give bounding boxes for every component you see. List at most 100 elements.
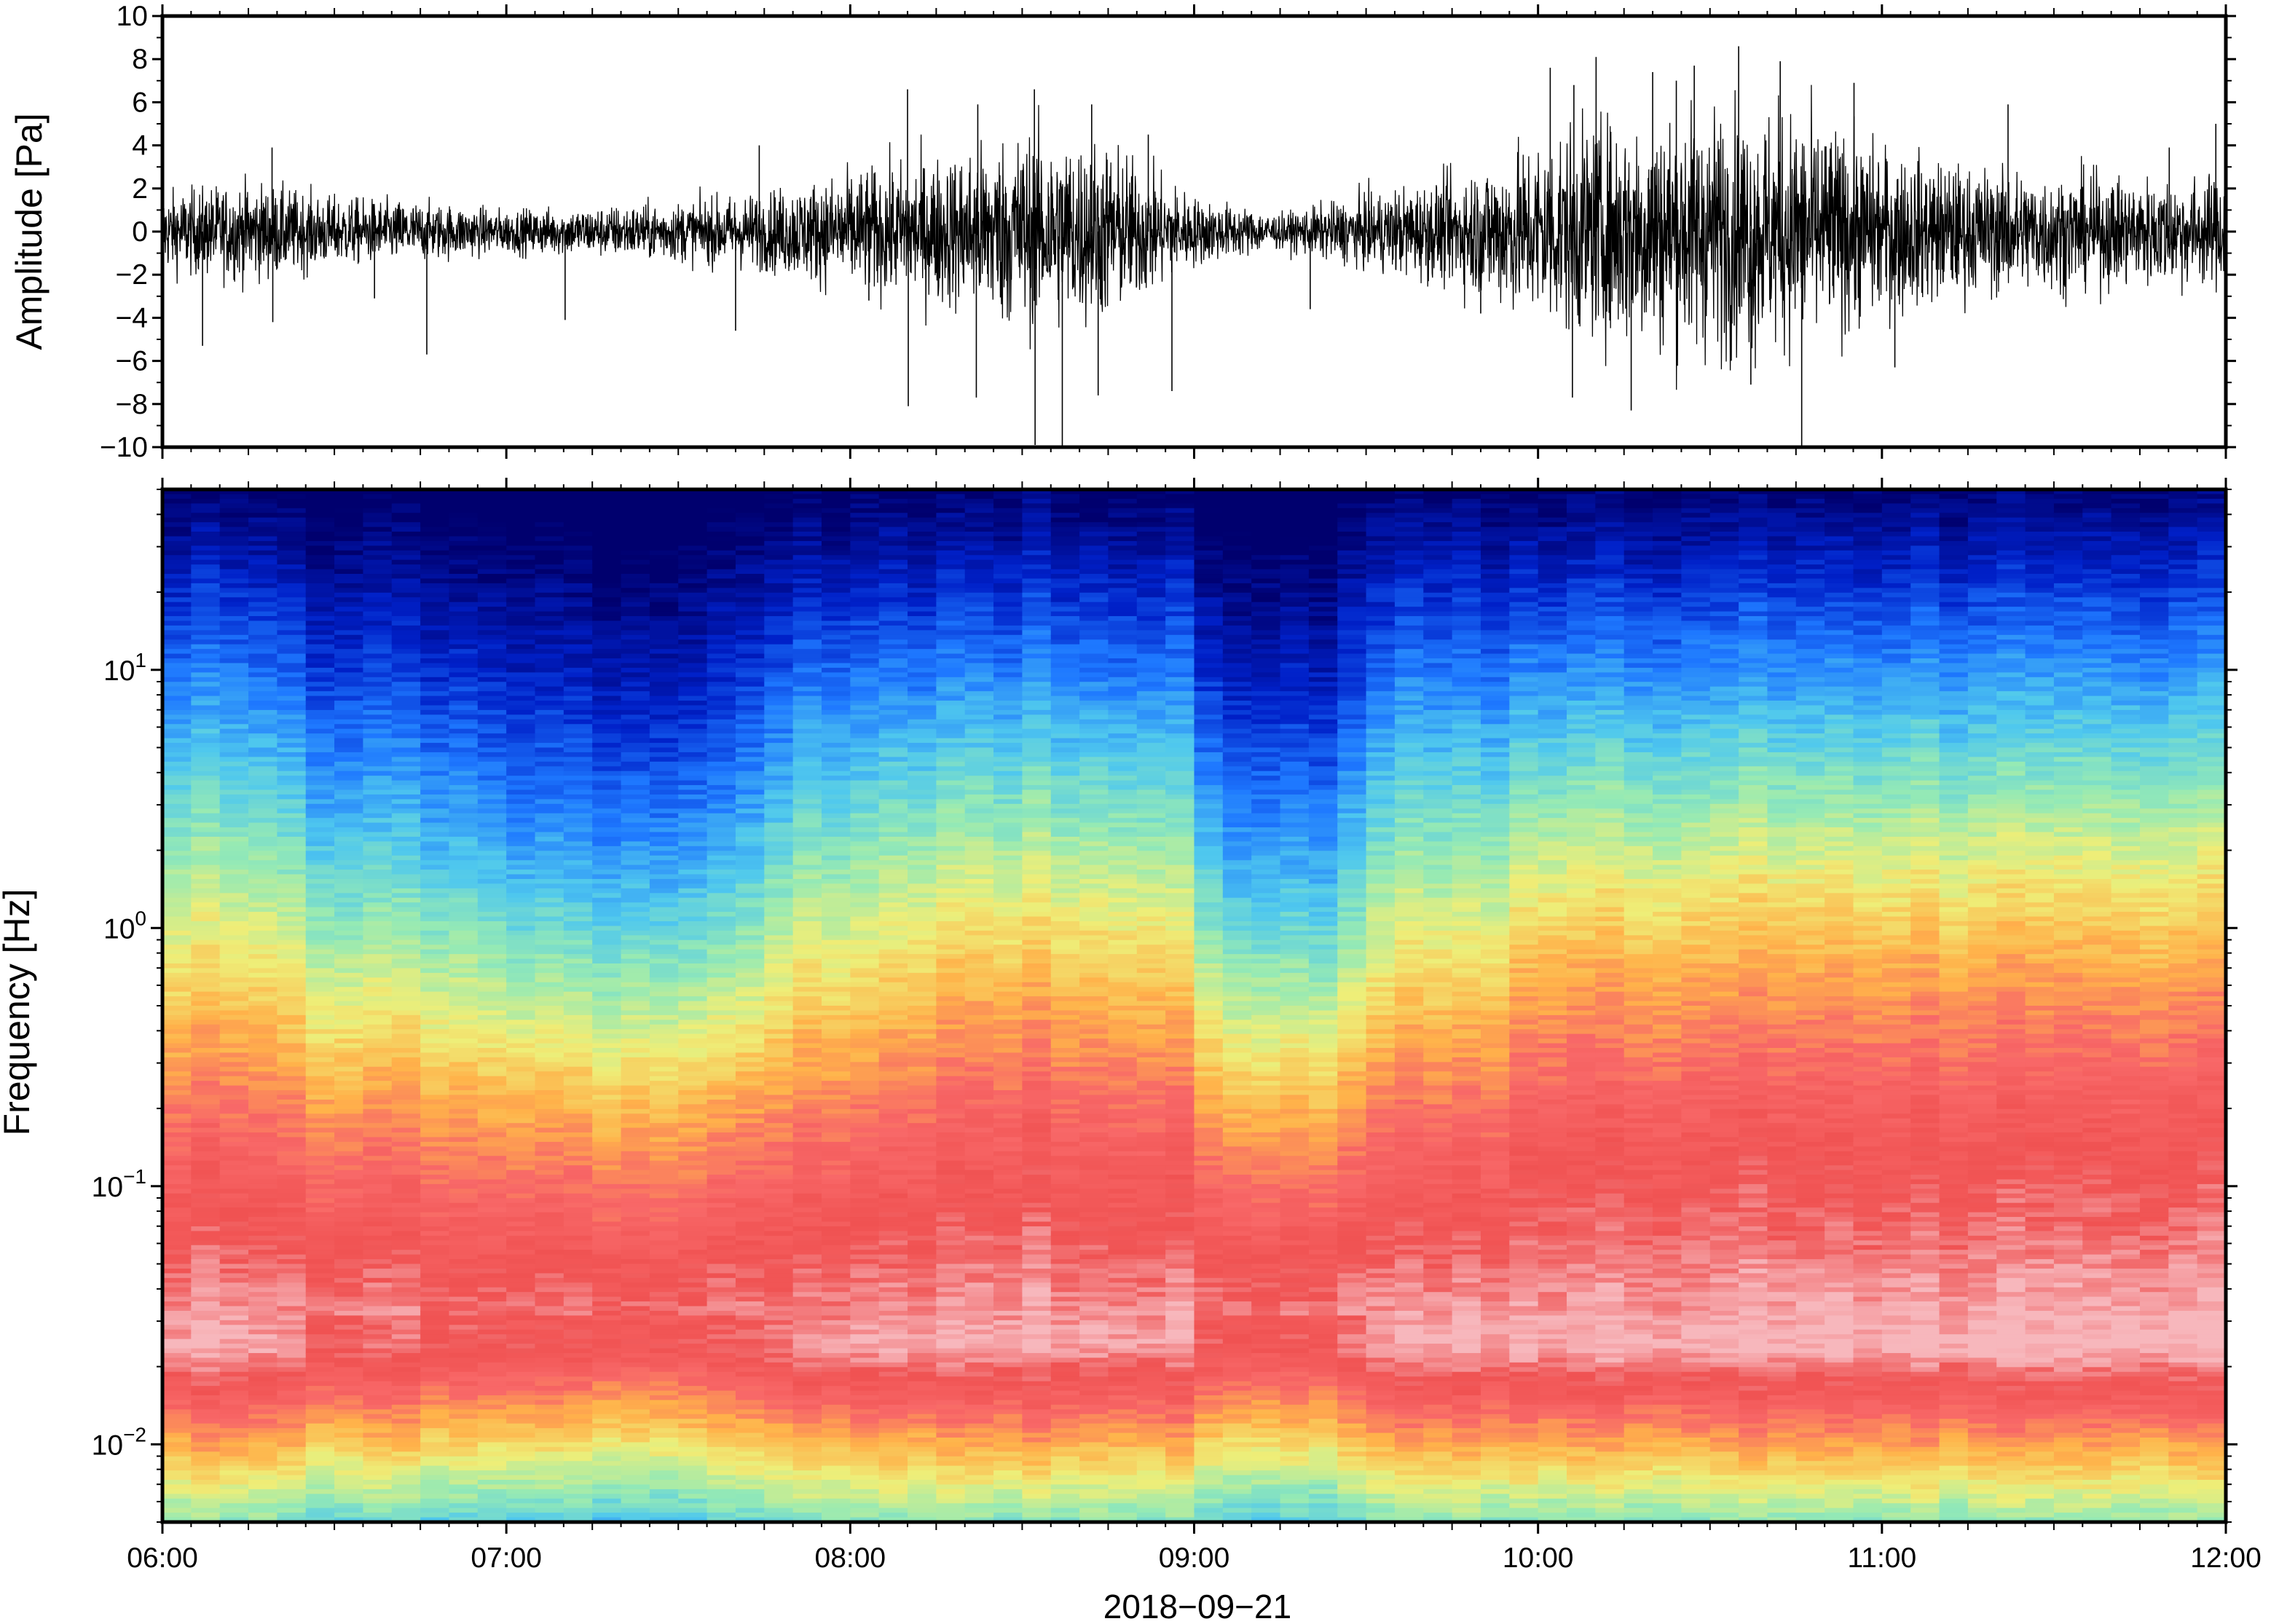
spectrogram-cell [191, 1465, 221, 1471]
waveform-y-tick-label: −4 [116, 302, 148, 334]
spectrogram-cell [678, 1137, 708, 1143]
spectrogram-cell [735, 1014, 765, 1021]
spectrogram-cell [735, 649, 765, 655]
spectrogram-cell [764, 1057, 794, 1063]
spectrogram-cell [535, 1033, 564, 1039]
spectrogram-cell [506, 639, 536, 645]
spectrogram-cell [277, 1301, 307, 1307]
spectrogram-cell [678, 1329, 708, 1335]
spectrogram-cell [735, 1273, 765, 1279]
spectrogram-cell [334, 1465, 364, 1471]
spectrogram-cell [535, 1095, 564, 1100]
spectrogram-cell [191, 1503, 221, 1509]
spectrogram-cell [678, 1259, 708, 1265]
spectrogram-cell [391, 1198, 421, 1204]
spectrogram-cell [449, 498, 479, 505]
spectrogram-cell [535, 1108, 564, 1115]
spectrogram-cell [592, 1325, 622, 1331]
spectrogram-cell [449, 939, 479, 946]
spectrogram-cell [735, 897, 765, 903]
spectrogram-cell [649, 1268, 680, 1274]
spectrogram-cell [678, 1306, 708, 1312]
spectrogram-cell [592, 841, 622, 847]
spectrogram-cell [678, 724, 708, 730]
spectrogram-cell [219, 677, 249, 683]
spectrogram-cell [735, 630, 765, 636]
spectrogram-cell [535, 1395, 564, 1401]
spectrogram-cell [248, 1212, 278, 1218]
spectrogram-cell [707, 588, 736, 594]
spectrogram-cell [621, 569, 650, 575]
spectrogram-cell [191, 489, 221, 495]
spectrogram-cell [162, 1292, 192, 1298]
spectrogram-cell [477, 1141, 507, 1148]
spectrogram-cell [707, 968, 736, 974]
spectrogram-cell [535, 1367, 564, 1373]
spectrogram-cell [535, 1245, 564, 1250]
spectrogram-cell [735, 1498, 765, 1505]
spectrogram-cell [506, 1348, 536, 1354]
spectrogram-cell [449, 1207, 479, 1213]
spectrogram-cell [191, 1390, 221, 1396]
spectrogram-cell [678, 836, 708, 843]
spectrogram-cell [248, 607, 278, 612]
spectrogram-cell [764, 1020, 794, 1025]
spectrogram-cell [707, 1235, 736, 1242]
spectrogram-cell [219, 1517, 249, 1523]
spectrogram-cell [219, 1367, 249, 1373]
spectrogram-cell [649, 1189, 680, 1194]
spectrogram-cell [678, 785, 708, 791]
spectrogram-cell [678, 1245, 708, 1250]
spectrogram-cell [678, 1165, 708, 1171]
spectrogram-cell [506, 555, 536, 561]
spectrogram-cell [305, 607, 335, 612]
spectrogram-cell [305, 870, 335, 875]
spectrogram-cell [563, 738, 594, 744]
spectrogram-cell [248, 1127, 278, 1133]
spectrogram-cell [363, 649, 393, 655]
spectrogram-cell [363, 1310, 393, 1317]
spectrogram-cell [305, 658, 335, 664]
spectrogram-cell [678, 1250, 708, 1256]
spectrogram-cell [621, 1428, 650, 1434]
spectrogram-cell [449, 930, 479, 937]
spectrogram-cell [649, 1320, 680, 1326]
spectrogram-cell [563, 982, 594, 988]
spectrogram-cell [334, 1344, 364, 1349]
spectrogram-cell [592, 532, 622, 537]
spectrogram-cell [563, 1282, 594, 1288]
spectrogram-cell [535, 536, 564, 542]
spectrogram-cell [191, 1165, 221, 1171]
spectrogram-cell [248, 1376, 278, 1382]
spectrogram-cell [563, 1020, 594, 1025]
spectrogram-cell [420, 578, 450, 584]
spectrogram-cell [248, 1151, 278, 1157]
spectrogram-cell [334, 1014, 364, 1021]
spectrogram-cell [764, 963, 794, 969]
spectrogram-cell [649, 977, 680, 983]
spectrogram-cell [735, 1325, 765, 1331]
spectrogram-cell [191, 1048, 221, 1054]
spectrogram-cell [363, 1357, 393, 1363]
spectrogram-cell [678, 1043, 708, 1049]
spectrogram-cell [449, 1175, 479, 1180]
spectrogram-cell [420, 569, 450, 575]
spectrogram-cell [563, 789, 594, 795]
spectrogram-cell [449, 1362, 479, 1368]
spectrogram-cell [191, 803, 221, 810]
spectrogram-cell [191, 836, 221, 843]
spectrogram-cell [477, 1470, 507, 1476]
spectrogram-cell [219, 799, 249, 805]
spectrogram-cell [735, 1479, 765, 1486]
spectrogram-cell [707, 682, 736, 687]
spectrogram-cell [363, 832, 393, 837]
spectrogram-cell [334, 583, 364, 589]
spectrogram-cell [535, 1437, 564, 1443]
spectrogram-cell [391, 1254, 421, 1260]
spectrogram-cell [477, 1498, 507, 1505]
spectrogram-cell [563, 1517, 594, 1523]
spectrogram-cell [764, 517, 794, 523]
spectrogram-cell [391, 574, 421, 580]
spectrogram-cell [162, 757, 192, 762]
spectrogram-cell [477, 611, 507, 617]
